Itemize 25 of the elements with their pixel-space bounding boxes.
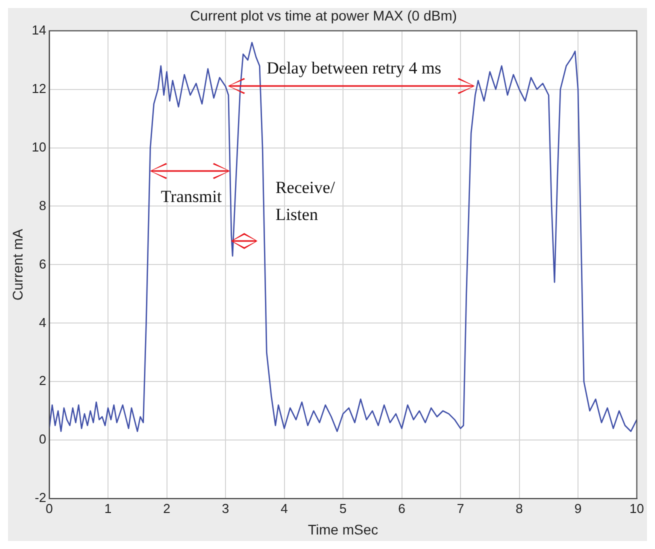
annotation: Transmit: [160, 186, 222, 206]
y-tick-label: 6: [39, 256, 46, 272]
x-tick-label: 5: [339, 500, 347, 516]
y-tick-label: 8: [39, 198, 46, 213]
x-tick-label: 8: [516, 500, 523, 516]
annotation: Delay between retry 4 ms: [266, 58, 442, 78]
chart-title: Current plot vs time at power MAX (0 dBm): [190, 7, 457, 24]
y-tick-label: 14: [32, 22, 46, 38]
x-tick-label: 10: [630, 500, 644, 516]
y-axis-title: Current mA: [9, 228, 26, 300]
y-tick-label: 0: [39, 432, 46, 447]
x-axis-title: Time mSec: [308, 521, 378, 538]
x-tick-label: 7: [456, 500, 464, 516]
x-tick-label: 9: [574, 500, 582, 516]
x-tick-label: 1: [104, 500, 112, 516]
y-tick-label: -2: [34, 490, 46, 506]
x-tick-label: 3: [222, 500, 230, 516]
y-tick-label: 10: [32, 139, 46, 154]
x-tick-label: 4: [280, 500, 288, 516]
annotation: Receive/ Listen: [275, 178, 336, 224]
y-tick-label: 4: [39, 314, 46, 330]
y-tick-label: 12: [32, 80, 46, 96]
y-tick-label: 2: [39, 373, 46, 388]
x-tick-label: 6: [398, 500, 406, 516]
x-tick-label: 2: [163, 500, 170, 516]
